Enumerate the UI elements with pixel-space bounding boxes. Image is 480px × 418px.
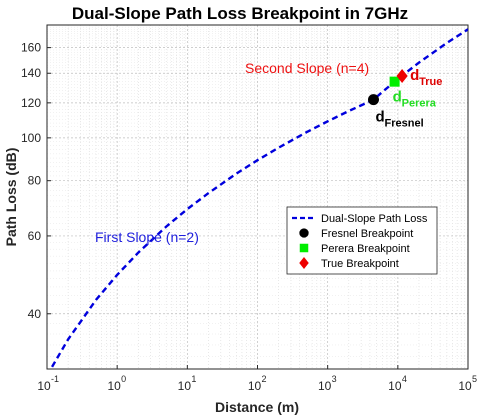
x-tick-exponent: -1 xyxy=(51,374,59,384)
legend-swatch-square xyxy=(299,243,309,253)
marker-fresnel-breakpoint xyxy=(368,94,380,106)
y-tick-label: 60 xyxy=(28,229,42,243)
y-tick-label: 140 xyxy=(21,66,41,80)
marker-true-breakpoint xyxy=(396,69,408,84)
x-tick-label: 10 xyxy=(458,379,472,393)
x-tick-label: 10 xyxy=(178,379,192,393)
x-axis: 10 -1 10 0 10 1 10 2 10 3 10 4 10 5 xyxy=(37,365,477,393)
x-tick-exponent: 5 xyxy=(472,374,477,384)
x-tick-exponent: 3 xyxy=(332,374,337,384)
marker-perera-breakpoint xyxy=(389,76,400,87)
x-tick-exponent: 4 xyxy=(402,374,407,384)
y-tick-label: 40 xyxy=(28,307,42,321)
chart-title: Dual-Slope Path Loss Breakpoint in 7GHz xyxy=(72,4,408,23)
x-tick-label: 10 xyxy=(248,379,262,393)
legend-swatch-circle xyxy=(299,228,309,238)
legend: Dual-Slope Path Loss Fresnel Breakpoint Pe… xyxy=(286,206,438,275)
y-axis: 40 60 80 100 120 140 160 xyxy=(21,41,51,321)
legend-entry-label: Fresnel Breakpoint xyxy=(321,228,413,240)
legend-entry-label: Dual-Slope Path Loss xyxy=(321,213,428,225)
y-axis-label: Path Loss (dB) xyxy=(3,148,19,247)
grid xyxy=(46,24,469,370)
x-axis-label: Distance (m) xyxy=(215,399,299,415)
x-tick-label: 10 xyxy=(37,379,51,393)
x-tick-label: 10 xyxy=(107,379,121,393)
annotation-second-slope: Second Slope (n=4) xyxy=(245,60,369,76)
x-tick-exponent: 1 xyxy=(191,374,196,384)
legend-entry-label: True Breakpoint xyxy=(321,258,399,270)
y-tick-label: 80 xyxy=(28,174,42,188)
annotation-first-slope: First Slope (n=2) xyxy=(95,229,199,245)
breakpoint-label-sub-true: True xyxy=(419,76,442,88)
x-tick-label: 10 xyxy=(318,379,332,393)
y-tick-label: 100 xyxy=(21,131,41,145)
legend-swatch-diamond xyxy=(299,257,309,269)
legend-entry-label: Perera Breakpoint xyxy=(321,243,410,255)
breakpoint-label-fresnel: d xyxy=(376,109,385,126)
breakpoint-label-true: d xyxy=(410,67,419,84)
x-tick-exponent: 2 xyxy=(262,374,267,384)
y-tick-label: 120 xyxy=(21,96,41,110)
x-tick-exponent: 0 xyxy=(121,374,126,384)
breakpoint-label-sub-fresnel: Fresnel xyxy=(385,118,424,130)
x-tick-label: 10 xyxy=(388,379,402,393)
y-tick-label: 160 xyxy=(21,41,41,55)
breakpoint-label-sub-perera: Perera xyxy=(402,98,437,110)
breakpoint-label-perera: d xyxy=(393,89,402,106)
